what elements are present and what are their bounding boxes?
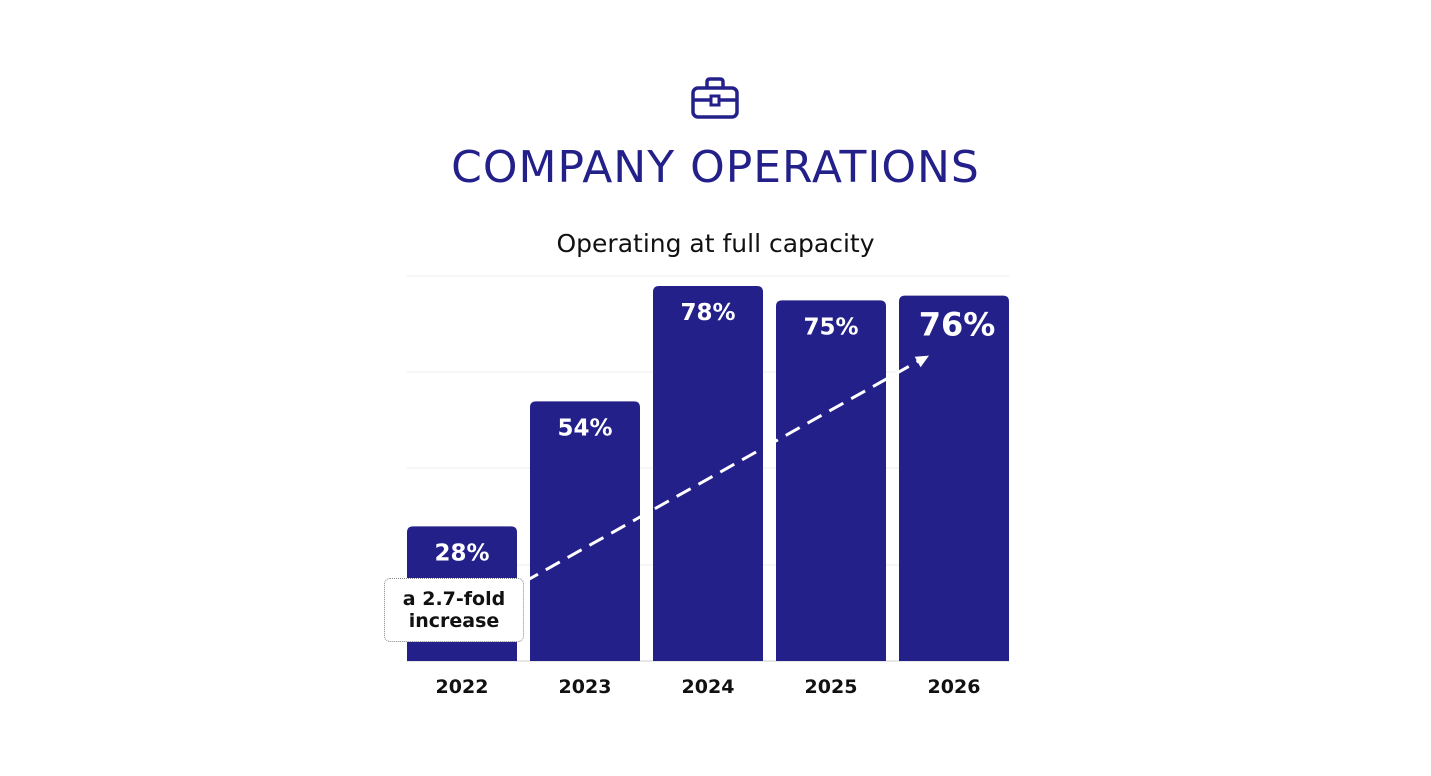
x-axis-labels: 2022 2023 2024 2025 2026 <box>436 676 981 698</box>
bar-2024 <box>653 286 763 661</box>
bar-value-label: 75% <box>803 314 858 340</box>
bar-value-label: 54% <box>557 415 612 441</box>
x-axis-label: 2023 <box>559 676 612 698</box>
bar-value-labels: 28% 54% 78% 75% 76% <box>434 300 995 566</box>
x-axis-label: 2024 <box>682 676 735 698</box>
x-axis-label: 2026 <box>928 676 981 698</box>
trend-arrow <box>523 355 929 584</box>
bar-2026 <box>899 295 1009 661</box>
bar-value-label: 76% <box>919 306 996 344</box>
x-axis-label: 2022 <box>436 676 489 698</box>
bar-2023 <box>530 401 640 661</box>
briefcase-icon <box>691 77 739 119</box>
bar-value-label: 78% <box>680 300 735 326</box>
trend-arrow-line <box>523 358 922 584</box>
annotation-callout: a 2.7-fold increase <box>384 578 524 642</box>
page-title: COMPANY OPERATIONS <box>451 142 980 193</box>
chart-subtitle: Operating at full capacity <box>556 229 875 258</box>
bar-2025 <box>776 300 886 661</box>
x-axis-label: 2025 <box>805 676 858 698</box>
bar-value-label: 28% <box>434 540 489 566</box>
trend-arrow-head <box>914 355 929 368</box>
